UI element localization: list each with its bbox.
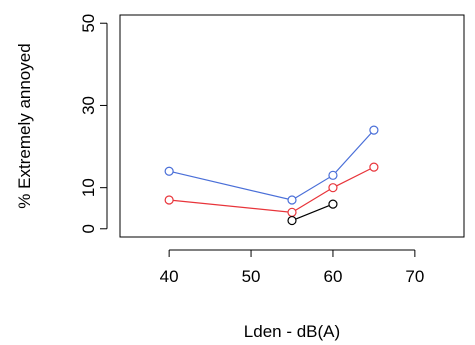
data-point [164, 166, 174, 176]
y-tick-label: 30 [79, 96, 98, 115]
y-tick-label: 50 [79, 14, 98, 33]
data-point [369, 162, 379, 172]
series-line-3 [291, 203, 334, 222]
data-point [369, 125, 379, 135]
data-point [287, 207, 297, 217]
data-point [328, 199, 338, 209]
data-point [328, 170, 338, 180]
series-line-2 [169, 166, 375, 213]
x-tick-label: 70 [405, 267, 424, 286]
x-axis: 40 50 60 70 [160, 249, 424, 286]
data-point [164, 195, 174, 205]
data-point [328, 183, 338, 193]
x-axis-label: Lden - dB(A) [244, 322, 340, 341]
data-point [287, 195, 297, 205]
x-tick-label: 50 [242, 267, 261, 286]
y-axis: 0 10 30 50 [79, 14, 108, 234]
data-point [287, 215, 297, 226]
series-layer [164, 125, 379, 226]
plot-frame [119, 14, 465, 238]
y-tick-label: 0 [79, 224, 98, 233]
x-tick-label: 40 [160, 267, 179, 286]
y-tick-label: 10 [79, 178, 98, 197]
y-axis-label: % Extremely annoyed [15, 43, 34, 208]
x-tick-label: 60 [323, 267, 342, 286]
series-line-1 [169, 129, 375, 201]
